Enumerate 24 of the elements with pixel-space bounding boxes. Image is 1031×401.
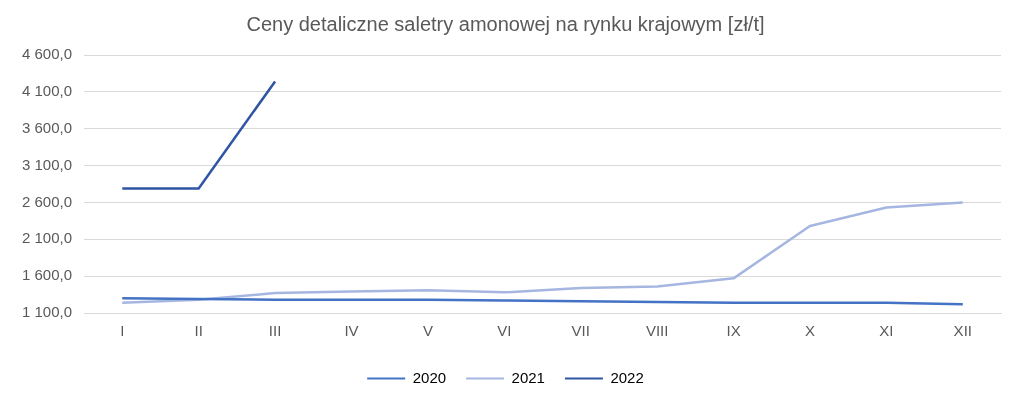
y-tick-label: 3 100,0 — [22, 155, 73, 173]
y-tick-label: 3 600,0 — [22, 118, 73, 136]
y-tick-label: 4 600,0 — [22, 45, 73, 63]
legend-label: 2021 — [511, 368, 545, 386]
x-tick-label: VI — [497, 322, 512, 340]
y-tick-label: 2 600,0 — [22, 192, 73, 210]
x-tick-label: I — [120, 322, 125, 340]
x-tick-label: XII — [953, 322, 972, 340]
y-tick-label: 1 100,0 — [22, 303, 73, 321]
x-tick-label: VIII — [645, 322, 669, 340]
x-tick-label: XI — [879, 322, 894, 340]
x-tick-label: IX — [726, 322, 741, 340]
legend-label: 2020 — [412, 368, 447, 386]
y-tick-label: 1 600,0 — [22, 266, 73, 284]
x-tick-label: II — [194, 322, 203, 340]
x-tick-label: V — [422, 322, 433, 340]
x-tick-label: VII — [571, 322, 590, 340]
chart-title: Ceny detaliczne saletry amonowej na rynku krajowym [zł/t] — [246, 12, 765, 35]
legend-label: 2022 — [610, 368, 644, 386]
x-tick-label: X — [804, 322, 815, 340]
x-tick-label: III — [268, 322, 282, 340]
x-tick-label: IV — [344, 322, 359, 340]
y-tick-label: 4 100,0 — [22, 82, 73, 99]
y-tick-label: 2 100,0 — [22, 229, 73, 247]
